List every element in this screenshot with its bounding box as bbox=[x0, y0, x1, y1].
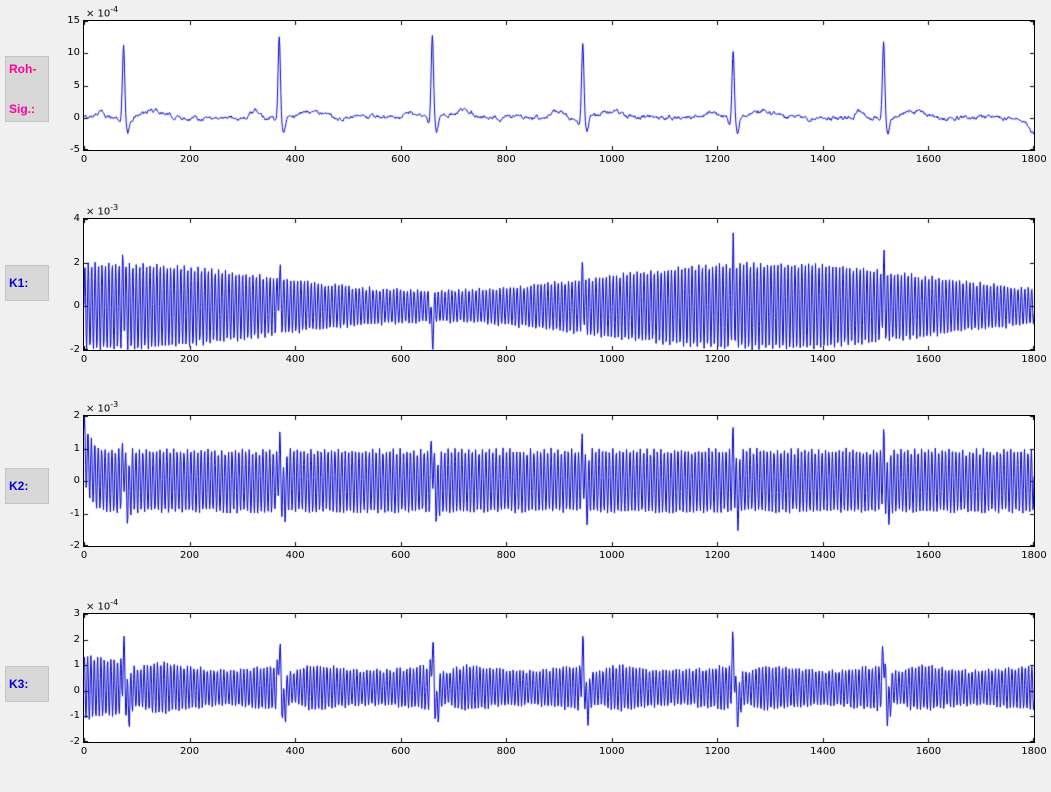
panel-label-k3: K3: bbox=[5, 666, 49, 702]
y-tick-label: -2 bbox=[70, 540, 80, 551]
x-tick-label: 1200 bbox=[704, 354, 731, 365]
y-tick-label: -5 bbox=[70, 144, 80, 155]
x-tick-label: 800 bbox=[496, 354, 516, 365]
exponent-base: × 10 bbox=[86, 601, 111, 613]
y-axis-exponent-label: × 10-4 bbox=[86, 5, 118, 19]
y-axis-exponent-label: × 10-4 bbox=[86, 598, 118, 612]
x-tick-label: 1200 bbox=[704, 550, 731, 561]
x-tick-label: 600 bbox=[391, 354, 411, 365]
y-tick-label: 2 bbox=[73, 410, 80, 421]
y-tick-label: 15 bbox=[67, 15, 80, 26]
y-tick-label: -1 bbox=[70, 710, 80, 722]
waveform-canvas-roh-sig bbox=[84, 21, 1034, 150]
x-tick-label: 200 bbox=[180, 746, 200, 757]
panel-label-text: K2: bbox=[9, 479, 29, 493]
x-tick-label: 1800 bbox=[1021, 154, 1047, 165]
x-tick-label: 600 bbox=[391, 746, 411, 757]
panel-label-k2: K2: bbox=[5, 468, 49, 504]
y-tick-label: -2 bbox=[70, 736, 80, 747]
plot-area-roh-sig: -5 0 5 10 15 0 200 400 600 800 1000 1200 1400 1600 180… bbox=[67, 15, 1046, 165]
x-tick-label: 1400 bbox=[810, 354, 836, 365]
exponent-base: × 10 bbox=[86, 8, 111, 20]
x-tick-label: 1600 bbox=[915, 550, 942, 561]
waveform-canvas-k1 bbox=[84, 219, 1034, 350]
y-tick-label: 1 bbox=[73, 442, 80, 454]
exponent-power: -4 bbox=[110, 598, 119, 607]
y-axis-exponent-label: × 10-3 bbox=[86, 400, 118, 414]
panel-label-text: Roh- bbox=[9, 62, 37, 76]
x-tick-label: 800 bbox=[496, 550, 516, 561]
x-tick-label: 800 bbox=[496, 746, 516, 757]
x-tick-label: 0 bbox=[80, 354, 88, 365]
y-tick-label: 1 bbox=[73, 659, 80, 671]
y-tick-label: 4 bbox=[73, 213, 80, 224]
plot-area-k3: -2 -1 0 1 2 3 0 200 400 600 800 1000 1200 1400 1600 180… bbox=[70, 608, 1047, 757]
y-tick-label: 0 bbox=[73, 684, 80, 696]
x-tick-label: 0 bbox=[80, 550, 88, 561]
exponent-power: -3 bbox=[110, 400, 119, 409]
x-tick-label: 1200 bbox=[704, 154, 731, 165]
exponent-power: -4 bbox=[110, 5, 119, 14]
x-tick-label: 0 bbox=[80, 746, 88, 757]
panel-label-text: K1: bbox=[9, 276, 29, 290]
x-tick-label: 400 bbox=[285, 154, 305, 165]
x-tick-label: 1800 bbox=[1021, 550, 1047, 561]
x-tick-label: 1000 bbox=[599, 154, 625, 165]
x-tick-label: 1600 bbox=[915, 746, 942, 757]
x-tick-label: 800 bbox=[496, 154, 516, 165]
panel-label-text: Sig.: bbox=[9, 102, 35, 116]
x-tick-label: 1000 bbox=[599, 746, 625, 757]
y-tick-label: 2 bbox=[73, 633, 80, 645]
x-tick-label: 400 bbox=[285, 746, 305, 757]
y-tick-label: 10 bbox=[67, 47, 80, 59]
x-tick-label: 1000 bbox=[599, 550, 625, 561]
exponent-power: -3 bbox=[110, 203, 119, 212]
y-tick-label: -2 bbox=[70, 344, 80, 355]
y-tick-label: 0 bbox=[73, 475, 80, 486]
x-tick-label: 0 bbox=[80, 154, 88, 165]
x-tick-label: 1200 bbox=[704, 746, 731, 757]
x-tick-label: 1400 bbox=[810, 550, 836, 561]
x-tick-label: 1400 bbox=[810, 746, 836, 757]
y-tick-label: 2 bbox=[73, 256, 80, 268]
x-tick-label: 400 bbox=[285, 354, 305, 365]
plot-area-k1: -2 0 2 4 0 200 400 600 800 1000 1200 1400 1600 1800 bbox=[70, 213, 1047, 365]
waveform-canvas-k3 bbox=[84, 614, 1034, 742]
x-tick-label: 1600 bbox=[915, 154, 942, 165]
x-tick-label: 400 bbox=[285, 550, 305, 561]
panel-label-k1: K1: bbox=[5, 265, 49, 301]
x-tick-label: 200 bbox=[180, 354, 200, 365]
panel-label-text: K3: bbox=[9, 677, 29, 691]
exponent-base: × 10 bbox=[86, 403, 111, 415]
x-tick-label: 600 bbox=[391, 154, 411, 165]
y-tick-label: 5 bbox=[73, 79, 80, 91]
x-tick-label: 1000 bbox=[599, 354, 625, 365]
x-tick-label: 200 bbox=[180, 550, 200, 561]
x-tick-label: 1800 bbox=[1021, 746, 1047, 757]
x-tick-label: 1400 bbox=[810, 154, 836, 165]
y-tick-label: 0 bbox=[73, 111, 80, 123]
x-tick-label: 600 bbox=[391, 550, 411, 561]
plot-area-k2: -2 -1 0 1 2 0 200 400 600 800 1000 1200 1400 1600 1800 bbox=[70, 410, 1047, 561]
x-tick-label: 200 bbox=[180, 154, 200, 165]
waveform-canvas-k2 bbox=[84, 416, 1034, 546]
panel-label-roh-sig: Roh- Sig.: bbox=[5, 56, 49, 122]
exponent-base: × 10 bbox=[86, 206, 111, 218]
y-tick-label: -1 bbox=[70, 507, 80, 519]
y-axis-exponent-label: × 10-3 bbox=[86, 203, 118, 217]
x-tick-label: 1800 bbox=[1021, 354, 1047, 365]
y-tick-label: 3 bbox=[73, 608, 80, 619]
y-tick-label: 0 bbox=[73, 300, 80, 312]
x-tick-label: 1600 bbox=[915, 354, 942, 365]
